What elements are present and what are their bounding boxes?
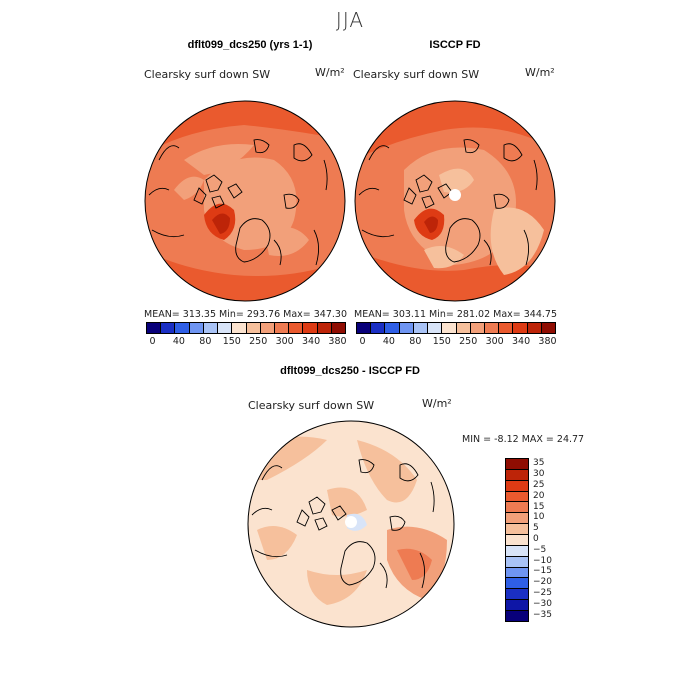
- colorbar-swatch: [232, 323, 247, 333]
- colorbar-swatch: [147, 323, 162, 333]
- colorbar-swatch: [506, 545, 528, 557]
- colorbar-tick-label: 5: [533, 523, 539, 534]
- colorbar-swatch: [218, 323, 233, 333]
- colorbar-tick-label: 380: [538, 336, 557, 347]
- colorbar-swatch: [506, 459, 528, 470]
- colorbar-tick-label: 20: [533, 490, 545, 501]
- colorbar-swatch: [385, 323, 400, 333]
- colorbar-tick-label: −10: [533, 555, 552, 566]
- colorbar-tick-label: 15: [533, 501, 545, 512]
- colorbar-swatch: [456, 323, 471, 333]
- colorbar-tick-label: 35: [533, 458, 545, 469]
- panel-2-colorbar-ticks: 0 40 80 150 250 300 340 380: [356, 336, 557, 348]
- colorbar-swatch: [246, 323, 261, 333]
- colorbar-swatch: [442, 323, 457, 333]
- colorbar-swatch: [317, 323, 332, 333]
- colorbar-tick-label: 340: [301, 336, 321, 347]
- colorbar-tick-label: 300: [485, 336, 504, 347]
- colorbar-swatch: [506, 502, 528, 514]
- colorbar-swatch: [260, 323, 275, 333]
- colorbar-tick-label: −25: [533, 588, 552, 598]
- colorbar-tick-label: 30: [533, 469, 545, 480]
- colorbar-swatch: [506, 611, 528, 621]
- diff-panel-title: dflt099_dcs250 - ISCCP FD: [280, 365, 420, 377]
- colorbar-swatch: [506, 600, 528, 612]
- panel-1-stats: MEAN= 313.35 Min= 293.76 Max= 347.30: [144, 309, 348, 320]
- colorbar-swatch: [506, 513, 528, 525]
- diff-panel-polar-map: [247, 420, 455, 628]
- panel-1-colorbar: [146, 322, 346, 334]
- colorbar-tick-label: 40: [172, 336, 185, 347]
- diff-colorbar: [505, 458, 529, 622]
- panel-2-polar-map: [354, 100, 556, 302]
- colorbar-swatch: [357, 323, 372, 333]
- colorbar-tick-label: 250: [459, 336, 478, 347]
- colorbar-tick-label: −30: [533, 598, 552, 609]
- panel-1-title: dflt099_dcs250 (yrs 1-1): [187, 39, 313, 51]
- colorbar-swatch: [506, 556, 528, 568]
- colorbar-swatch: [506, 535, 528, 546]
- colorbar-swatch: [506, 567, 528, 579]
- panel-2-title: ISCCP FD: [429, 39, 481, 51]
- diff-panel-units: W/m²: [422, 397, 452, 410]
- colorbar-swatch: [470, 323, 485, 333]
- colorbar-tick-label: 250: [249, 336, 268, 347]
- colorbar-swatch: [289, 323, 304, 333]
- panel-2-stats: MEAN= 303.11 Min= 281.02 Max= 344.75: [354, 309, 558, 320]
- colorbar-swatch: [428, 323, 443, 333]
- colorbar-tick-label: 80: [409, 336, 422, 347]
- colorbar-tick-label: 80: [199, 336, 212, 347]
- colorbar-tick-label: 150: [432, 336, 451, 347]
- panel-1-variable: Clearsky surf down SW: [144, 68, 271, 81]
- colorbar-swatch: [484, 323, 500, 333]
- colorbar-tick-label: −35: [533, 609, 552, 620]
- panel-2-variable: Clearsky surf down SW: [353, 68, 480, 81]
- colorbar-swatch: [303, 323, 318, 333]
- colorbar-tick-label: −5: [533, 544, 547, 555]
- panel-1-units: W/m²: [315, 66, 345, 79]
- colorbar-tick-label: 0: [149, 336, 156, 347]
- colorbar-swatch: [506, 491, 528, 503]
- colorbar-swatch: [506, 469, 528, 481]
- colorbar-tick-label: 380: [328, 336, 347, 347]
- colorbar-swatch: [506, 480, 528, 492]
- season-title: JJA: [335, 8, 365, 32]
- colorbar-tick-label: −20: [533, 577, 552, 588]
- colorbar-swatch: [189, 323, 204, 333]
- colorbar-tick-label: 40: [382, 336, 395, 347]
- colorbar-swatch: [399, 323, 414, 333]
- colorbar-tick-label: 0: [359, 336, 366, 347]
- panel-1-polar-map: [144, 100, 346, 302]
- colorbar-tick-label: −15: [533, 566, 552, 577]
- colorbar-swatch: [513, 323, 528, 333]
- colorbar-tick-label: 340: [511, 336, 531, 347]
- colorbar-swatch: [541, 323, 556, 333]
- colorbar-swatch: [371, 323, 386, 333]
- colorbar-swatch: [161, 323, 176, 333]
- diff-colorbar-ticks: 35 30 25 20 15 10 5 0 −5 −10 −15 −20 −25 −30 −35: [533, 458, 573, 620]
- panel-2-units: W/m²: [525, 66, 555, 79]
- colorbar-swatch: [175, 323, 190, 333]
- colorbar-swatch: [506, 578, 528, 590]
- colorbar-swatch: [506, 524, 528, 536]
- colorbar-swatch: [499, 323, 514, 333]
- diff-panel-variable: Clearsky surf down SW: [248, 399, 375, 412]
- colorbar-tick-label: 300: [275, 336, 294, 347]
- colorbar-swatch: [331, 323, 346, 333]
- colorbar-tick-label: 0: [533, 534, 539, 544]
- colorbar-swatch: [527, 323, 542, 333]
- panel-2-colorbar: [356, 322, 556, 334]
- colorbar-tick-label: 10: [533, 512, 545, 523]
- colorbar-tick-label: 150: [222, 336, 241, 347]
- colorbar-swatch: [413, 323, 429, 333]
- colorbar-swatch: [506, 589, 528, 601]
- colorbar-tick-label: 25: [533, 480, 545, 490]
- diff-panel-stats: MIN = -8.12 MAX = 24.77: [462, 434, 585, 445]
- colorbar-swatch: [274, 323, 290, 333]
- colorbar-swatch: [203, 323, 219, 333]
- panel-1-colorbar-ticks: 0 40 80 150 250 300 340 380: [146, 336, 347, 348]
